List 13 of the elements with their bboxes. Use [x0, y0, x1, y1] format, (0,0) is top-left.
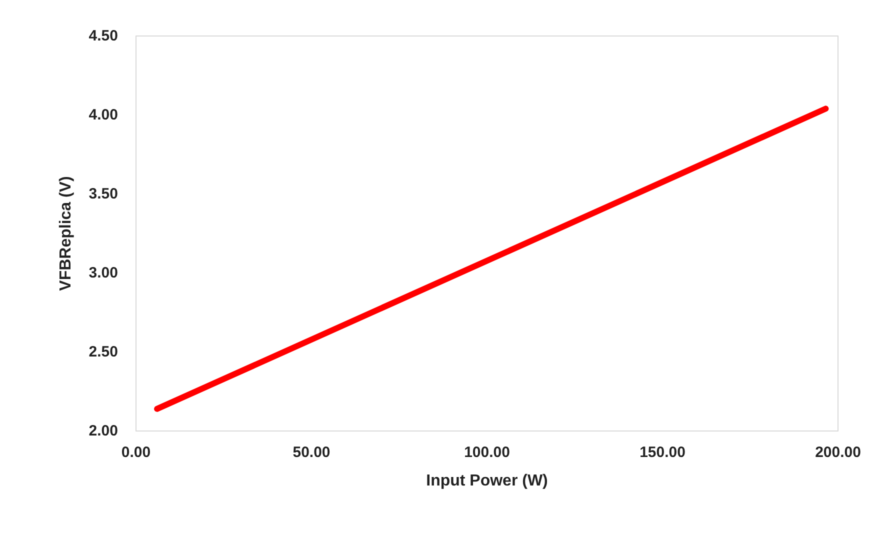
x-tick-label: 150.00	[640, 444, 686, 461]
y-tick-label: 4.50	[88, 28, 118, 44]
x-tick-label: 200.00	[815, 444, 861, 461]
y-tick-label: 3.50	[88, 186, 118, 202]
x-tick-label: 0.00	[121, 444, 151, 461]
x-axis-title: Input Power (W)	[426, 472, 548, 490]
y-axis-title: VFBReplica (V)	[58, 176, 74, 291]
y-tick-label: 3.00	[88, 264, 118, 282]
x-tick-label: 100.00	[464, 444, 510, 461]
y-tick-label: 2.50	[88, 344, 118, 360]
y-tick-label: 2.00	[88, 422, 118, 440]
x-tick-label: 50.00	[292, 444, 330, 461]
y-tick-label: 4.00	[88, 106, 118, 124]
